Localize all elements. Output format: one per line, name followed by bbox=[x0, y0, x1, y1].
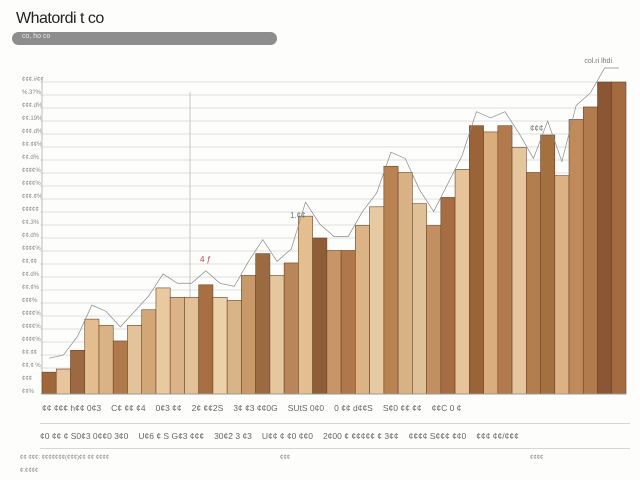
bar bbox=[597, 81, 613, 395]
y-tick-label: ¢¢% bbox=[22, 389, 35, 395]
annotation: 1.¢¢ bbox=[290, 211, 306, 220]
bar bbox=[226, 300, 242, 395]
bar bbox=[155, 287, 171, 395]
annotation: 4 ƒ bbox=[200, 255, 211, 264]
bar bbox=[369, 206, 385, 395]
y-tick-label: ¢¢¢% bbox=[22, 298, 38, 304]
y-tick-label: %.3?% bbox=[22, 90, 42, 96]
y-tick-label: ¢¢.d% bbox=[22, 155, 40, 161]
x-tick-label: C¢ ¢¢ ¢4 bbox=[111, 403, 146, 413]
x-tick-label: ¢0 ¢¢ ¢ S0¢3 0¢¢0 3¢0 bbox=[40, 431, 129, 441]
y-tick-label: ¢¢¢.¢% bbox=[22, 194, 43, 200]
y-tick-label: ¢¢¢¢% bbox=[22, 181, 41, 187]
bar bbox=[511, 147, 527, 395]
y-tick-label: ¢¢¢¢¢ bbox=[22, 207, 39, 213]
bar bbox=[98, 325, 114, 395]
bar bbox=[255, 253, 271, 395]
bar bbox=[582, 106, 598, 395]
y-tick-label: ¢¢.¢ % bbox=[22, 363, 41, 369]
x-tick-label: 0 ¢¢ d¢¢S bbox=[334, 403, 373, 413]
x-tick-label: U¢6 ¢ S G¢3 ¢¢¢ bbox=[138, 431, 205, 441]
trend-line bbox=[49, 67, 619, 359]
bar bbox=[469, 125, 484, 395]
bar bbox=[269, 275, 285, 395]
x-tick-label: S¢0 ¢¢ ¢¢ bbox=[382, 403, 422, 413]
bar bbox=[84, 318, 100, 395]
bar bbox=[454, 169, 470, 395]
x-tick-label: 3¢ ¢3 ¢¢0G bbox=[233, 403, 278, 413]
bar bbox=[426, 225, 442, 395]
bar bbox=[298, 215, 313, 395]
bar bbox=[141, 309, 157, 395]
y-tick-label: ¢¢.d% bbox=[22, 233, 40, 239]
top-right-label: col.ri lhdi bbox=[584, 58, 612, 65]
y-tick-label: ¢¢.d% bbox=[22, 272, 40, 278]
bar bbox=[525, 172, 541, 395]
bar bbox=[70, 350, 86, 395]
bar bbox=[55, 368, 71, 395]
x-tick-label: ¢¢¢¢ S¢¢¢ ¢¢0 bbox=[408, 431, 467, 441]
y-tick-label: ¢¢¢.#¢¢ bbox=[22, 77, 44, 83]
x-axis-labels-row-2: ¢0 ¢¢ ¢ S0¢3 0¢¢0 3¢0 U¢6 ¢ S G¢3 ¢¢¢ 30¢2… bbox=[40, 431, 630, 441]
x-tick-label: ¢¢ ¢¢¢ h¢¢ 0¢3 bbox=[42, 403, 102, 413]
bar bbox=[326, 250, 342, 395]
chart-title: Whatordi t co bbox=[16, 10, 104, 27]
bar bbox=[483, 131, 499, 395]
divider bbox=[40, 423, 630, 424]
footer-middle: ¢¢¢ bbox=[280, 455, 291, 461]
bar bbox=[127, 325, 143, 395]
footer-right: ¢¢¢¢ bbox=[530, 455, 544, 461]
bar bbox=[112, 340, 128, 395]
y-tick-label: ¢¢¢¢% bbox=[22, 168, 41, 174]
x-tick-label: 0¢3 ¢¢ bbox=[155, 403, 182, 413]
y-tick-label: ¢¢¢¢% bbox=[22, 311, 41, 317]
y-tick-label: ¢¢¢¢% bbox=[22, 324, 41, 330]
bar bbox=[497, 125, 513, 395]
x-tick-label: ¢¢C 0 ¢ bbox=[431, 403, 462, 413]
subtitle-bar: co, ho co bbox=[12, 32, 277, 45]
bar bbox=[340, 250, 356, 395]
bar bbox=[568, 119, 584, 395]
y-tick-label: ¢¢.¢¢ bbox=[22, 350, 37, 356]
bar bbox=[169, 296, 185, 395]
x-axis-labels-row-1: ¢¢ ¢¢¢ h¢¢ 0¢3 C¢ ¢¢ ¢4 0¢3 ¢¢ 2¢ ¢¢2S 3¢ ¢3… bbox=[42, 403, 630, 413]
bar bbox=[440, 197, 456, 395]
x-tick-label: 30¢2 3 ¢3 bbox=[214, 431, 252, 441]
y-tick-label: ¢¢.19% bbox=[22, 116, 43, 122]
bar bbox=[184, 296, 199, 395]
footer-bottom: ¢.¢¢¢¢ bbox=[20, 468, 39, 474]
bar bbox=[412, 203, 427, 395]
x-tick-label: 2¢ ¢¢2S bbox=[191, 403, 224, 413]
bar bbox=[383, 165, 399, 395]
bar bbox=[397, 172, 413, 395]
footer-left: ¢¢ ¢¢¢: ¢¢¢¢¢¢¢(¢¢¢)¢¢ ¢¢ ¢¢¢¢ bbox=[20, 455, 110, 461]
x-tick-label: SUtS 0¢0 bbox=[287, 403, 325, 413]
y-tick-label: ¢¢¢ bbox=[22, 376, 32, 382]
x-tick-label: U¢¢ ¢ ¢0 ¢¢0 bbox=[261, 431, 313, 441]
bar bbox=[355, 225, 370, 395]
bar bbox=[241, 275, 256, 395]
y-tick-label: ¢¢.¢% bbox=[22, 285, 40, 291]
bar bbox=[540, 134, 556, 395]
y-tick-label: ¢¢.¢¢ bbox=[22, 259, 37, 265]
divider bbox=[40, 448, 630, 449]
bar bbox=[554, 175, 570, 395]
y-tick-label: ¢¢.3% bbox=[22, 220, 40, 226]
y-tick-label: ¢¢.¢¢% bbox=[22, 142, 43, 148]
y-tick-label: ¢¢¢¢% bbox=[22, 337, 41, 343]
bar bbox=[312, 237, 328, 395]
y-tick-label: ¢¢¢.d% bbox=[22, 103, 43, 109]
bar bbox=[611, 81, 627, 395]
x-tick-label: 2¢00 ¢ ¢¢¢¢¢ ¢ 3¢¢ bbox=[322, 431, 399, 441]
x-tick-label: ¢¢¢ ¢¢/¢¢¢ bbox=[476, 431, 519, 441]
bar bbox=[212, 296, 228, 395]
y-tick-label: ¢¢¢¢% bbox=[22, 246, 41, 252]
subtitle: co, ho co bbox=[22, 33, 51, 40]
bar bbox=[283, 262, 299, 395]
annotation: ¢¢¢ bbox=[530, 124, 543, 133]
bar bbox=[198, 284, 214, 395]
y-tick-label: ¢¢¢.d% bbox=[22, 129, 43, 135]
bar bbox=[41, 371, 57, 395]
